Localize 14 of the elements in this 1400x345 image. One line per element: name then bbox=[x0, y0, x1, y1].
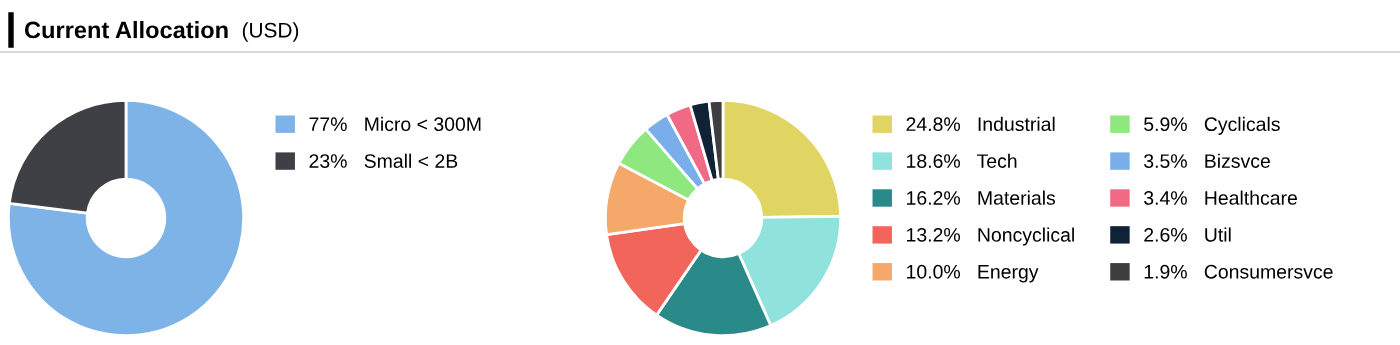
legend-label: 5.9% Cyclicals bbox=[1144, 116, 1280, 135]
legend-label: 3.5% Bizsvce bbox=[1144, 153, 1270, 168]
legend-label: 77% Micro < 300M bbox=[309, 116, 481, 132]
legend-label: 10.0% Energy bbox=[907, 264, 1039, 283]
legend-label: 3.4% Healthcare bbox=[1144, 190, 1297, 205]
legend-label: 1.9% Consumersvce bbox=[1144, 264, 1333, 279]
legend-label: 2.6% Util bbox=[1144, 227, 1231, 242]
legend-label: 18.6% Tech bbox=[907, 153, 1017, 168]
chart-subtitle: (USD) bbox=[242, 22, 299, 42]
legend-label: 16.2% Materials bbox=[907, 190, 1056, 205]
legend-label: 24.8% Industrial bbox=[906, 116, 1055, 132]
legend-label: 13.2% Noncyclical bbox=[907, 227, 1074, 246]
chart-title: Current Allocation bbox=[24, 21, 228, 39]
legend-label: 23% Small < 2B bbox=[309, 153, 458, 168]
